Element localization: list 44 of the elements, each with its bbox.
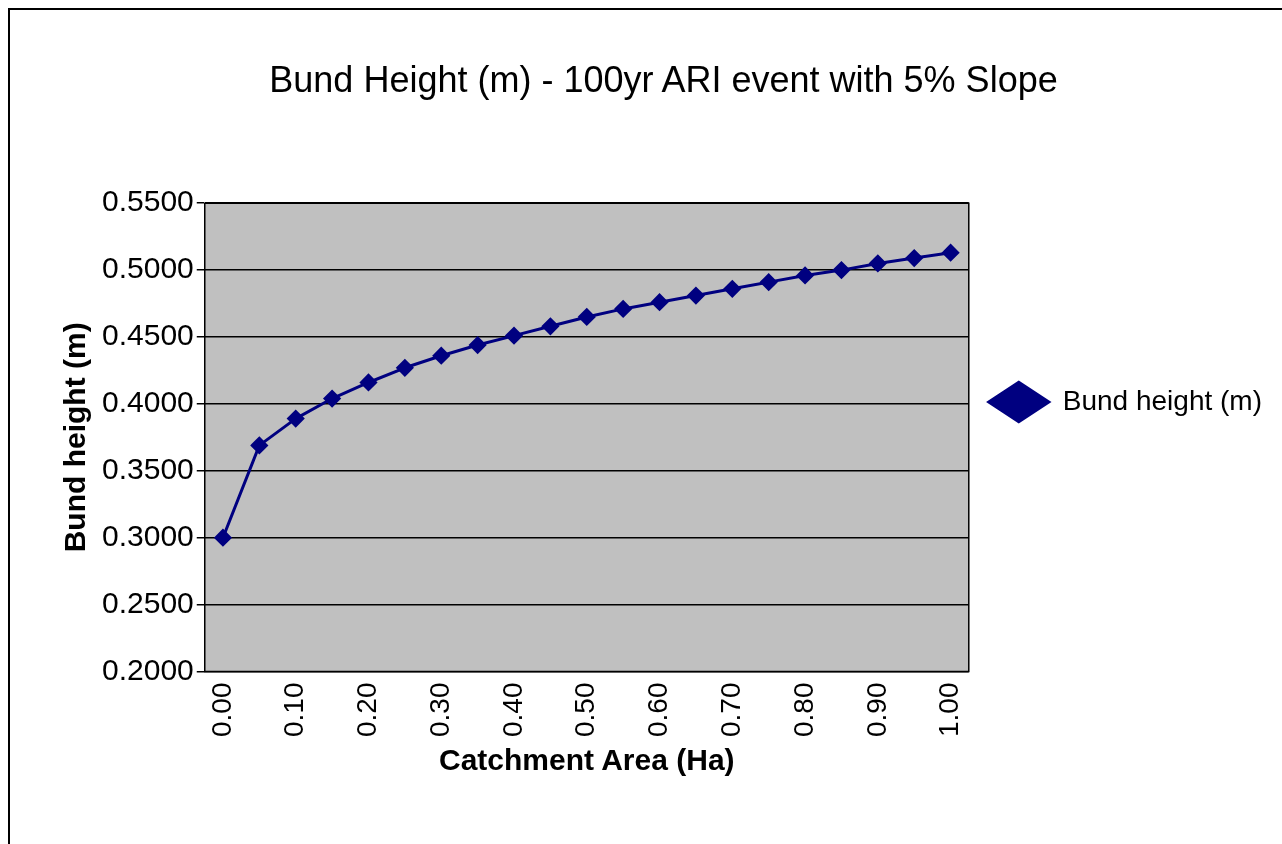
y-tick-label: 0.4500 xyxy=(101,318,194,352)
point xyxy=(651,293,669,311)
point xyxy=(214,529,232,547)
point xyxy=(323,390,341,408)
point xyxy=(614,300,632,318)
x-tick-label: 0.30 xyxy=(423,682,455,737)
y-tick-label: 0.4000 xyxy=(101,385,194,419)
point xyxy=(905,249,923,267)
x-tick-label: 0.90 xyxy=(860,682,892,737)
x-tick-label: 0.80 xyxy=(787,682,819,737)
point xyxy=(760,273,778,291)
point xyxy=(287,410,305,428)
point xyxy=(469,336,487,354)
point xyxy=(869,254,887,272)
y-tick-label: 0.2500 xyxy=(101,585,194,619)
y-tick-label: 0.3500 xyxy=(101,452,194,486)
point xyxy=(541,317,559,335)
point xyxy=(942,244,960,262)
point xyxy=(505,327,523,345)
x-tick-label: 0.00 xyxy=(205,682,237,737)
y-tick-label: 0.5000 xyxy=(101,251,194,285)
point xyxy=(723,280,741,298)
point xyxy=(578,308,596,326)
x-tick-label: 0.10 xyxy=(278,682,310,737)
x-tick-label: 0.20 xyxy=(351,682,383,737)
x-tick-label: 0.70 xyxy=(715,682,747,737)
x-tick-label: 0.40 xyxy=(496,682,528,737)
point xyxy=(250,436,268,454)
point xyxy=(687,287,705,305)
point xyxy=(396,359,414,377)
point xyxy=(359,373,377,391)
x-tick-label: 1.00 xyxy=(933,682,965,737)
point xyxy=(432,347,450,365)
point xyxy=(832,261,850,279)
x-axis-title: Catchment Area (Ha) xyxy=(438,743,735,777)
y-axis-title: Bund height (m) xyxy=(58,322,92,553)
y-tick-label: 0.5500 xyxy=(101,184,194,218)
y-tick-label: 0.2000 xyxy=(101,652,194,686)
legend-label: Bund height (m) xyxy=(1062,384,1263,416)
y-tick-label: 0.3000 xyxy=(101,518,194,552)
chart-title: Bund Height (m) - 100yr ARI event with 5% Slope xyxy=(269,58,1058,100)
x-tick-label: 0.60 xyxy=(642,682,674,737)
point xyxy=(796,266,814,284)
x-tick-label: 0.50 xyxy=(569,682,601,737)
